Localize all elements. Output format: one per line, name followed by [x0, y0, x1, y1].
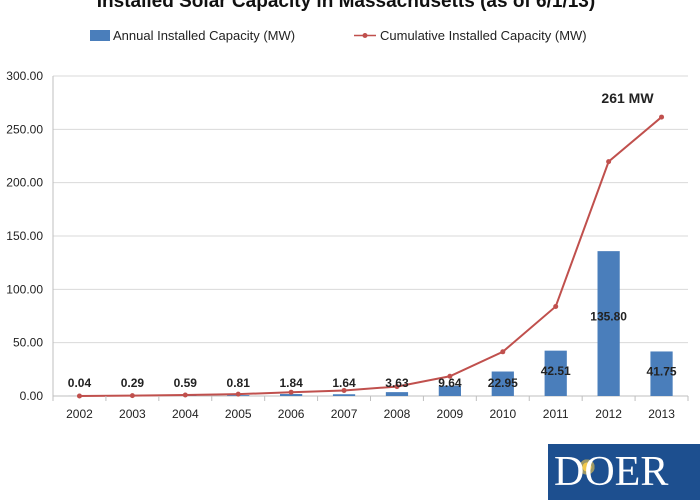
cumulative-point: [659, 114, 665, 120]
cumulative-point: [129, 393, 135, 399]
cumulative-point: [235, 391, 241, 397]
bar-value-label: 135.80: [590, 309, 627, 323]
y-tick-label: 200.00: [6, 176, 43, 190]
grid: [52, 75, 688, 397]
cumulative-series-line: [79, 116, 663, 397]
bars: [68, 251, 673, 396]
cumulative-point: [182, 392, 188, 398]
x-tick-label: 2005: [225, 407, 252, 421]
bar-value-label: 22.95: [488, 376, 518, 390]
bar-annual: [597, 251, 620, 396]
x-tick-label: 2004: [172, 407, 199, 421]
x-tick-label: 2003: [119, 407, 146, 421]
x-tick-label: 2013: [648, 407, 675, 421]
bar-value-label: 0.29: [121, 376, 145, 390]
x-tick-label: 2002: [66, 407, 93, 421]
bar-value-label: 42.51: [541, 364, 571, 378]
bar-value-label: 1.64: [332, 376, 356, 390]
chart-title: Installed Solar Capacity in Massachusett…: [97, 0, 595, 12]
legend-label-cumulative: Cumulative Installed Capacity (MW): [380, 28, 587, 43]
y-tick-label: 50.00: [13, 336, 43, 350]
cumulative-point: [606, 159, 612, 165]
bar-value-label: 3.63: [385, 376, 409, 390]
x-axis-ticks: 2002 2003 2004 2005 2006 2007 2008 2009 2010 2011…: [52, 396, 689, 421]
bar-value-label: 0.81: [227, 376, 251, 390]
legend-marker-cumulative: [362, 33, 368, 38]
cumulative-line: [76, 114, 665, 399]
bar-value-label: 9.64: [438, 376, 462, 390]
sun-icon: [578, 458, 596, 476]
y-tick-label: 300.00: [6, 69, 43, 83]
logo-text: DOER: [554, 449, 669, 495]
bar-annual: [332, 394, 356, 396]
cumulative-point: [447, 373, 453, 379]
cumulative-point: [288, 389, 294, 395]
bar-annual: [650, 351, 673, 396]
bar-value-label: 41.75: [647, 365, 677, 379]
bar-annual: [280, 394, 303, 396]
x-tick-label: 2011: [543, 407, 569, 421]
x-tick-label: 2009: [437, 407, 464, 421]
legend: Annual Installed Capacity (MW) Cumulativ…: [90, 28, 587, 43]
x-tick-label: 2007: [331, 407, 358, 421]
bar-value-label: 0.59: [174, 376, 198, 390]
bar-value-label: 0.04: [68, 376, 92, 390]
cumulative-point: [76, 393, 82, 399]
y-tick-label: 0.00: [20, 389, 44, 403]
legend-label-annual: Annual Installed Capacity (MW): [113, 28, 295, 43]
x-tick-label: 2010: [489, 407, 516, 421]
x-tick-label: 2008: [384, 407, 411, 421]
x-tick-label: 2006: [278, 407, 305, 421]
cumulative-point: [341, 387, 347, 393]
y-axis-ticks: 0.00 50.00 100.00 150.00 200.00 250.00 300.00: [6, 69, 43, 403]
doer-logo: DOER: [548, 444, 700, 500]
annotation-261mw: 261 MW: [601, 90, 654, 106]
cumulative-point: [500, 349, 506, 355]
cumulative-point: [553, 303, 559, 309]
y-tick-label: 100.00: [6, 282, 43, 296]
bar-annual: [438, 385, 461, 396]
bar-value-label: 1.84: [279, 376, 303, 390]
y-tick-label: 250.00: [6, 122, 43, 136]
bar-annual: [385, 392, 409, 396]
legend-swatch-annual: [90, 30, 110, 41]
cumulative-point: [394, 384, 400, 390]
data-labels: 0.04 0.29 0.59 0.81 1.84 1.64 3.63 9.64 22.95 42.…: [68, 309, 677, 390]
y-tick-label: 150.00: [6, 229, 43, 243]
bar-annual: [544, 350, 567, 396]
bar-annual: [491, 371, 514, 396]
x-tick-label: 2012: [595, 407, 622, 421]
